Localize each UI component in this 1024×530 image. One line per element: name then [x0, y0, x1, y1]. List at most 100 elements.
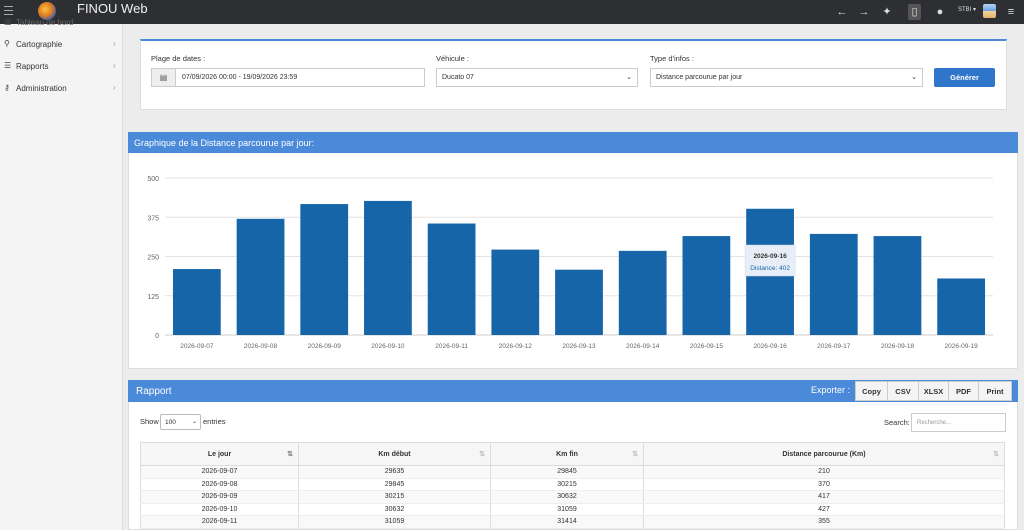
bar: [427, 223, 476, 335]
table-cell: 30215: [298, 490, 491, 504]
x-tick-label: 2026-09-10: [371, 343, 405, 350]
bell-icon[interactable]: ●: [936, 6, 944, 18]
column-header-km-start[interactable]: Km début ⇅: [298, 442, 491, 466]
x-tick-label: 2026-09-14: [626, 343, 660, 350]
pdf-button[interactable]: PDF: [948, 381, 979, 401]
copy-button[interactable]: Copy: [855, 381, 888, 401]
column-header-km-end[interactable]: Km fin ⇅: [490, 442, 644, 466]
bar: [618, 250, 667, 335]
bar: [682, 236, 731, 335]
sort-asc-icon: ⇅: [287, 451, 293, 458]
user-menu[interactable]: STBI ▾: [958, 7, 977, 13]
bar: [300, 204, 349, 335]
table-cell: 31059: [298, 515, 491, 529]
table-cell: 29845: [298, 478, 491, 491]
chevron-right-icon: ›: [113, 61, 116, 70]
x-tick-label: 2026-09-13: [562, 343, 596, 350]
report-title: Rapport: [136, 386, 172, 397]
info-type-label: Type d'infos :: [650, 54, 694, 63]
table-cell: 355: [643, 515, 1005, 529]
column-header-distance[interactable]: Distance parcourue (Km) ⇅: [643, 442, 1005, 466]
dashboard-icon: ▦: [4, 17, 12, 26]
calendar-icon[interactable]: ▤: [152, 69, 176, 86]
app-logo: [38, 2, 56, 20]
x-tick-label: 2026-09-16: [753, 343, 787, 350]
x-tick-label: 2026-09-17: [817, 343, 851, 350]
table-row: 2026-09-10 30632 31059 427: [140, 503, 1005, 516]
y-tick-label: 500: [147, 176, 159, 183]
entries-select[interactable]: 100 ⌄: [160, 414, 201, 430]
bar: [364, 200, 412, 335]
vehicle-label: Véhicule :: [436, 54, 469, 63]
table-cell: 2026-09-09: [140, 490, 299, 504]
table-cell: 370: [643, 478, 1005, 491]
chart-panel: 0 125 250 375 500 2026-09-07 2026-09-08 2026-09…: [128, 153, 1018, 369]
show-label: Show: [140, 417, 159, 426]
tooltip-box: [744, 244, 796, 277]
forward-arrow-icon[interactable]: →: [858, 6, 870, 18]
bar: [555, 269, 603, 335]
key-icon: ⚷: [4, 83, 10, 92]
tooltip-value: Distance: 402: [750, 265, 790, 272]
magic-wand-icon[interactable]: ✦: [882, 6, 892, 18]
xlsx-button[interactable]: XLSX: [918, 381, 949, 401]
table-row: 2026-09-11 31059 31414 355: [140, 515, 1005, 529]
x-tick-label: 2026-09-07: [180, 343, 214, 350]
sidebar-item-rapports[interactable]: ☰ Rapports ›: [0, 58, 123, 76]
date-range-input[interactable]: ▤ 07/09/2026 00:00 - 19/09/2026 23:59: [151, 68, 425, 87]
vehicle-select[interactable]: Ducato 07 ⌄: [436, 68, 638, 87]
table-cell: 210: [643, 465, 1005, 479]
table-cell: 30632: [490, 490, 644, 504]
table-cell: 29635: [298, 465, 491, 479]
table-cell: 417: [643, 490, 1005, 504]
x-tick-label: 2026-09-15: [690, 343, 724, 350]
sort-icon: ⇅: [632, 451, 638, 458]
chevron-right-icon: ›: [113, 83, 116, 92]
x-tick-label: 2026-09-11: [435, 343, 468, 350]
report-table: Le jour ⇅ Km début ⇅ Km fin ⇅ Distance parc…: [140, 442, 1005, 529]
chevron-down-icon: ⌄: [911, 74, 917, 81]
sidebar-item-label: Rapports: [16, 62, 49, 71]
print-button[interactable]: Print: [978, 381, 1012, 401]
table-cell: 31414: [490, 515, 644, 529]
table-cell: 30215: [490, 478, 644, 491]
sidebar-item-cartographie[interactable]: ⚲ Cartographie ›: [0, 36, 123, 54]
table-cell: 2026-09-07: [140, 465, 299, 479]
table-row: 2026-09-09 30215 30632 417: [140, 490, 1005, 504]
export-label: Exporter :: [811, 385, 851, 395]
sidebar-item-label: Administration: [16, 84, 67, 93]
x-tick-label: 2026-09-09: [308, 343, 342, 350]
info-type-select[interactable]: Distance parcourue par jour ⌄: [650, 68, 923, 87]
bar: [491, 249, 540, 335]
mobile-icon[interactable]: ▯: [908, 4, 921, 20]
entries-label: entries: [203, 417, 226, 426]
table-cell: 427: [643, 503, 1005, 516]
bar: [172, 269, 221, 335]
csv-button[interactable]: CSV: [887, 381, 919, 401]
generate-button[interactable]: Générer: [934, 68, 995, 87]
y-tick-label: 125: [147, 294, 159, 301]
sort-icon: ⇅: [479, 451, 485, 458]
sidebar-item-label: Cartographie: [16, 40, 63, 49]
menu-icon[interactable]: ≡: [1007, 6, 1015, 18]
bar: [873, 236, 922, 335]
table-cell: 30632: [298, 503, 491, 516]
sidebar-item-administration[interactable]: ⚷ Administration ›: [0, 80, 123, 98]
search-input[interactable]: Recherche...: [911, 413, 1006, 432]
column-header-day[interactable]: Le jour ⇅: [140, 442, 299, 466]
table-row: 2026-09-07 29635 29845 210: [140, 465, 1005, 479]
hamburger-icon[interactable]: [4, 6, 13, 17]
bar: [937, 278, 986, 335]
app-title: FINOU Web: [77, 1, 148, 16]
y-tick-label: 250: [147, 255, 159, 262]
chart-header: Graphique de la Distance parcourue par j…: [128, 132, 1018, 154]
sidebar-item-dashboard[interactable]: ▦ Tableau de bord: [4, 17, 74, 27]
x-tick-label: 2026-09-08: [244, 343, 278, 350]
back-arrow-icon[interactable]: ←: [836, 6, 848, 18]
user-avatar-icon[interactable]: [983, 4, 996, 18]
table-cell: 2026-09-11: [140, 515, 299, 529]
table-cell: 2026-09-10: [140, 503, 299, 516]
x-tick-label: 2026-09-12: [499, 343, 533, 350]
table-cell: 2026-09-08: [140, 478, 299, 491]
bar: [809, 233, 858, 335]
